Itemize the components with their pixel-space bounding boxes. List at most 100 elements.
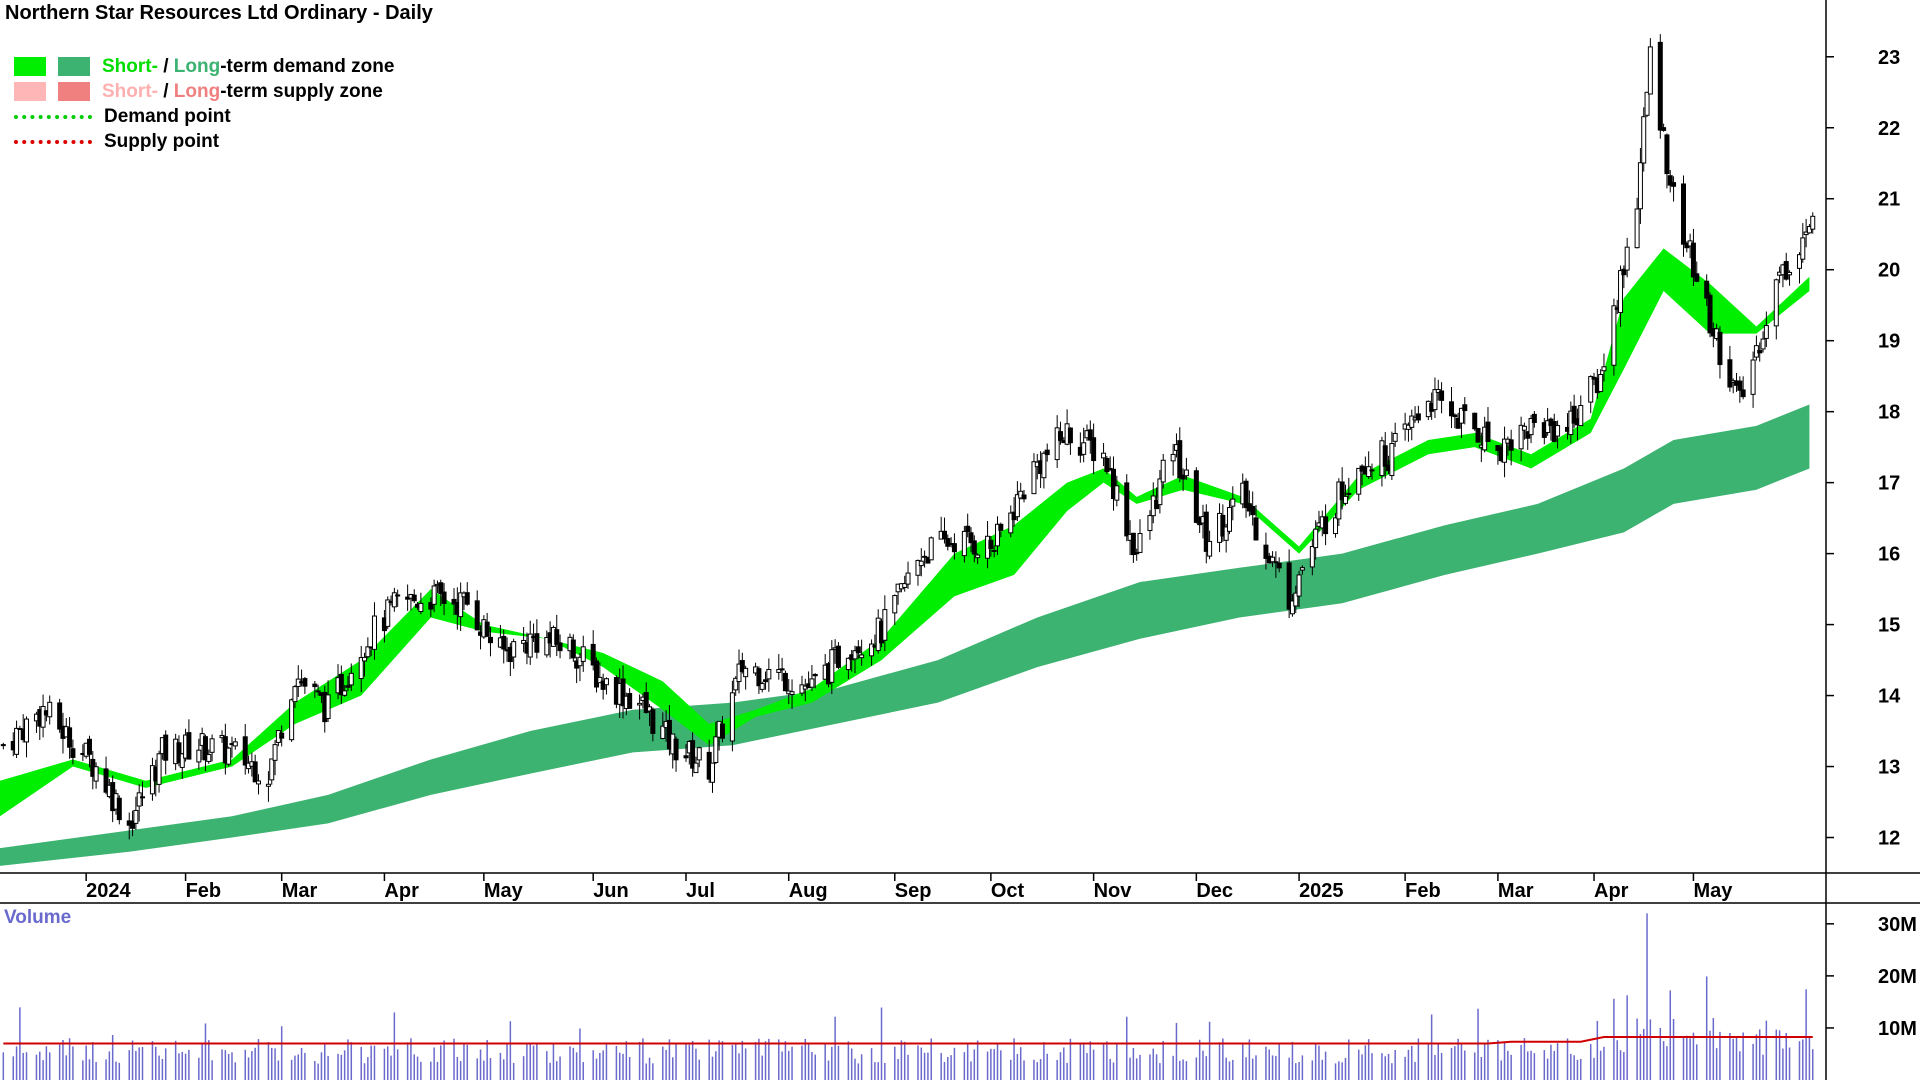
candle	[431, 579, 437, 613]
candle-body	[269, 758, 275, 781]
candle	[1694, 261, 1700, 283]
date-tick-label: Aug	[789, 880, 828, 902]
candle	[789, 679, 795, 709]
candle	[501, 629, 507, 664]
candle-body	[882, 609, 888, 641]
candle	[1806, 223, 1812, 234]
candle	[941, 517, 947, 544]
legend-supply-zone: Short- / Long -term supply zone	[14, 79, 394, 104]
price-candles	[0, 34, 1816, 840]
candle-body	[1518, 424, 1524, 450]
candle	[1243, 478, 1249, 518]
candle	[643, 682, 649, 714]
candle	[255, 774, 261, 795]
candle-body	[1137, 533, 1143, 553]
candle-body	[759, 683, 765, 690]
candle-body	[385, 599, 391, 627]
candle	[1124, 474, 1130, 542]
candle	[1114, 475, 1120, 507]
candle-body	[1336, 481, 1342, 520]
candle	[961, 525, 967, 563]
candle	[1518, 416, 1524, 462]
date-tick-label: Feb	[186, 880, 222, 902]
candle-body	[1787, 271, 1793, 276]
candle	[1664, 133, 1670, 189]
candle-body	[557, 642, 563, 652]
candle-body	[1624, 246, 1630, 271]
candle-body	[1091, 437, 1097, 462]
date-tick-label: Apr	[384, 880, 419, 902]
candle-body	[1528, 418, 1534, 436]
candle-body	[1067, 427, 1073, 444]
candle	[1690, 228, 1696, 287]
candle-body	[812, 673, 818, 677]
candle	[1485, 407, 1491, 443]
candle-body	[1243, 480, 1249, 509]
candle-body	[1008, 512, 1014, 534]
candle-body	[130, 820, 136, 829]
candle	[315, 684, 321, 696]
candle	[342, 684, 348, 697]
candle-body	[458, 592, 464, 618]
candle-body	[928, 537, 934, 561]
candle	[136, 784, 142, 822]
candle	[766, 658, 772, 692]
candle-body	[809, 678, 815, 688]
candle	[70, 739, 76, 765]
price-tick-label: 20	[1878, 260, 1900, 282]
price-tick-label: 15	[1878, 615, 1900, 637]
candle	[289, 698, 295, 742]
price-tick-label: 17	[1878, 473, 1900, 495]
candle-body	[511, 641, 517, 658]
candle	[1624, 237, 1630, 278]
candle	[0, 742, 6, 750]
candle	[1054, 415, 1060, 468]
date-tick-label: Sep	[895, 880, 932, 902]
candle	[116, 795, 122, 825]
candle-body	[988, 539, 994, 550]
volume-bars	[2, 913, 1814, 1080]
date-tick-label: Oct	[991, 880, 1025, 902]
candle	[756, 666, 762, 694]
candle-body	[660, 725, 666, 739]
candle	[594, 657, 600, 693]
candle-body	[1508, 439, 1514, 451]
candle-body	[67, 727, 73, 748]
candle-body	[1250, 505, 1256, 516]
candle	[1727, 345, 1733, 392]
candle-body	[951, 543, 957, 553]
candle	[647, 703, 653, 727]
candle	[1346, 477, 1352, 499]
candle	[1263, 532, 1269, 570]
candle	[345, 676, 351, 692]
candle-body	[1760, 338, 1766, 350]
candle	[1134, 548, 1140, 561]
candle-body	[1323, 516, 1329, 535]
candle	[782, 670, 788, 692]
candle-body	[1555, 425, 1561, 437]
candle	[1226, 500, 1232, 535]
candle	[1704, 274, 1710, 306]
candle-body	[1667, 175, 1673, 186]
legend-demand-rest: -term demand zone	[220, 55, 395, 77]
candle	[272, 739, 278, 776]
candle	[1810, 212, 1816, 234]
candle-body	[855, 646, 861, 654]
candle	[202, 734, 208, 772]
candle-body	[1657, 41, 1663, 131]
candle-body	[1339, 481, 1345, 501]
candle	[1531, 411, 1537, 428]
candle	[637, 694, 643, 720]
candle-body	[995, 523, 1001, 547]
candle-body	[325, 694, 331, 719]
candle-body	[1313, 528, 1319, 549]
candle-body	[1704, 280, 1710, 299]
candle-body	[1634, 208, 1640, 249]
axis-labels: 12 13 14 15 16 17 18 19 20 21 22 23 2024 Feb Mar Apr May…	[85, 47, 1917, 1040]
candle-body	[1183, 469, 1189, 477]
candle-body	[358, 657, 364, 680]
candle-body	[835, 645, 841, 668]
candle	[1737, 376, 1743, 403]
candle-body	[1472, 412, 1478, 430]
candle	[521, 627, 527, 653]
